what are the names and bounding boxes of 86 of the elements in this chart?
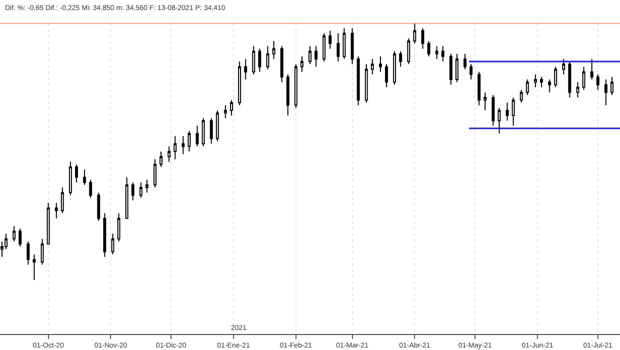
candlestick <box>413 23 416 44</box>
candlestick <box>238 61 242 106</box>
candlestick <box>540 76 543 88</box>
candlestick <box>300 56 304 72</box>
candlestick <box>548 79 552 93</box>
candlestick <box>435 46 438 60</box>
candlestick <box>364 64 368 104</box>
candlestick <box>258 48 262 72</box>
candlestick <box>322 32 326 62</box>
candlestick <box>328 30 332 50</box>
candlestick <box>216 110 219 142</box>
candlestick <box>160 151 163 168</box>
candlestick <box>308 46 312 65</box>
candlestick <box>46 202 50 245</box>
candlestick <box>224 104 227 119</box>
candlestick <box>188 130 191 152</box>
candlestick <box>449 53 452 86</box>
candlestick <box>145 179 148 194</box>
candlestick <box>356 56 360 106</box>
candlestick <box>498 107 501 134</box>
candlestick <box>478 71 481 106</box>
candlestick <box>154 158 156 188</box>
candlestick <box>272 40 276 60</box>
candlestick <box>484 92 487 111</box>
candlestick <box>139 182 142 198</box>
candlestick <box>441 46 444 62</box>
candlestick <box>534 74 537 88</box>
candlestick <box>590 58 594 80</box>
candlestick <box>40 238 44 266</box>
candlestick <box>125 176 128 219</box>
candlestick <box>464 53 466 70</box>
candlestick <box>582 66 586 90</box>
candlestick <box>174 136 177 160</box>
candlestick <box>252 46 256 75</box>
candlestick <box>421 28 424 50</box>
candlestick <box>336 32 340 62</box>
candlestick <box>407 38 410 65</box>
candlestick <box>12 226 16 242</box>
candlestick <box>89 179 92 198</box>
candlestick <box>378 56 382 72</box>
candlestick <box>196 125 199 147</box>
candlestick <box>596 74 600 90</box>
candlestick <box>554 66 558 88</box>
candlestick <box>168 146 171 162</box>
candlestick <box>266 46 270 70</box>
candlestick <box>470 64 473 80</box>
candlestick <box>512 97 515 126</box>
candlestick <box>350 28 354 65</box>
candlestick <box>385 64 388 88</box>
candlestick <box>111 233 114 255</box>
candlestick <box>294 64 298 108</box>
candlestick <box>131 182 134 201</box>
candlestick <box>568 61 572 98</box>
candlestick <box>83 169 86 186</box>
candlestick <box>182 136 185 155</box>
candlestick <box>562 58 566 75</box>
candlestick <box>576 82 580 98</box>
candlestick <box>202 118 205 147</box>
candlestick <box>18 228 22 248</box>
candlestick <box>492 94 495 126</box>
candlestick <box>399 50 402 68</box>
candlestick <box>370 58 374 75</box>
candlestick <box>117 212 120 242</box>
candlestick <box>342 28 346 60</box>
candlestick <box>103 212 106 258</box>
candlestick <box>286 74 290 116</box>
candlestick <box>75 164 78 183</box>
candlestick <box>32 254 36 281</box>
candlestick <box>244 58 248 80</box>
candlestick <box>60 187 64 214</box>
candlestick <box>68 161 72 196</box>
candlestick <box>230 100 233 116</box>
candlestick <box>455 53 458 83</box>
candlestick <box>526 79 529 96</box>
candlestick <box>604 79 608 106</box>
candlestick <box>26 240 30 266</box>
candlestick <box>393 50 396 86</box>
candlestick <box>610 76 614 96</box>
candlestick <box>427 40 430 57</box>
candlestick <box>97 192 100 222</box>
candlestick <box>520 89 523 104</box>
candlestick <box>280 46 284 83</box>
candlestick <box>506 102 509 122</box>
candlestick <box>314 46 318 68</box>
candlestick <box>210 118 213 144</box>
candlestick <box>54 202 58 219</box>
